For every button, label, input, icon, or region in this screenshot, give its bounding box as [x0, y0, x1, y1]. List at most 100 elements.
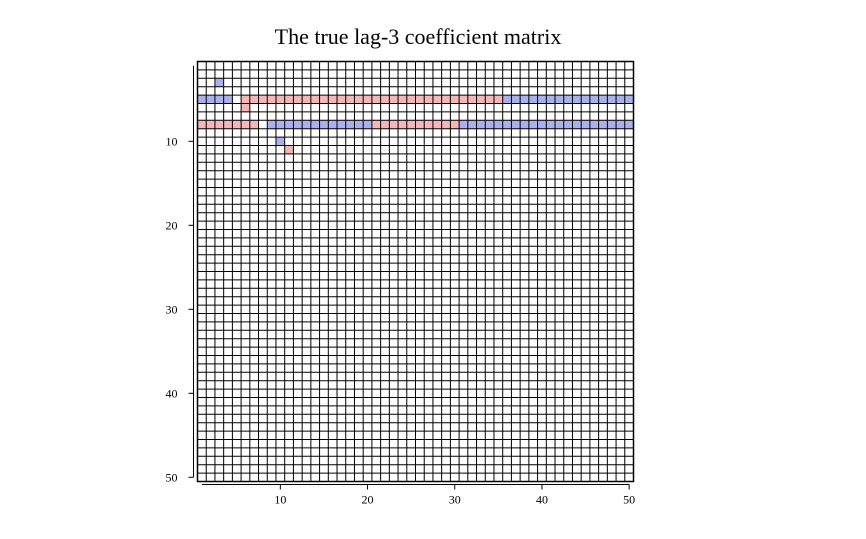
heatmap-cell [589, 95, 599, 104]
heatmap-cell [589, 120, 599, 129]
heatmap-cell [581, 120, 590, 129]
heatmap-cell [598, 120, 608, 129]
heatmap-cell [624, 120, 634, 129]
heatmap-cell [459, 120, 468, 129]
heatmap-cell [371, 120, 381, 129]
plot-frame [196, 60, 635, 483]
heatmap-grid [196, 60, 635, 483]
heatmap-cell [284, 145, 294, 154]
heatmap-cell [485, 95, 494, 104]
heatmap-cell [302, 120, 311, 129]
heatmap-cell [197, 120, 207, 129]
heatmap-cell [345, 120, 355, 129]
heatmap-cell [624, 95, 634, 104]
heatmap-cell [432, 120, 442, 129]
heatmap-cell [502, 95, 512, 104]
heatmap-cell [546, 120, 556, 129]
heatmap-cell [310, 120, 320, 129]
y-tick-label: 40 [166, 386, 178, 400]
heatmap-cell [546, 95, 556, 104]
heatmap-cell [371, 95, 381, 104]
heatmap-cell [476, 120, 486, 129]
heatmap-cell [302, 95, 311, 104]
heatmap-cell [223, 120, 233, 129]
y-tick-label: 50 [166, 470, 178, 484]
y-tick-label: 30 [166, 302, 178, 316]
x-tick-label: 10 [274, 493, 286, 507]
heatmap-cell [197, 95, 207, 104]
heatmap-cell [241, 120, 250, 129]
x-tick-label: 20 [362, 493, 374, 507]
heatmap-cell [310, 95, 320, 104]
heatmap-cell [555, 120, 564, 129]
heatmap-cell [249, 95, 259, 104]
heatmap-cell [537, 120, 547, 129]
heatmap-cell [616, 120, 625, 129]
heatmap-cell [354, 120, 364, 129]
heatmap-cell [511, 120, 521, 129]
heatmap-cell [528, 120, 538, 129]
heatmap-cell [476, 95, 486, 104]
heatmap-cell [528, 95, 538, 104]
heatmap-cell [354, 95, 364, 104]
heatmap-cell [267, 120, 276, 129]
heatmap-cell [450, 120, 460, 129]
heatmap-cells [197, 78, 634, 154]
heatmap-cell [380, 95, 390, 104]
heatmap-cell [206, 95, 215, 104]
heatmap-cell [441, 95, 451, 104]
heatmap-cell [424, 95, 433, 104]
heatmap-cell [415, 120, 425, 129]
heatmap-cell [328, 120, 338, 129]
heatmap-cell [502, 120, 512, 129]
heatmap-cell [214, 78, 224, 87]
heatmap-cell [406, 120, 416, 129]
heatmap-cell [441, 120, 451, 129]
heatmap-cell [275, 95, 285, 104]
heatmap-cell [398, 95, 407, 104]
y-tick-label: 10 [166, 134, 178, 148]
heatmap-cell [520, 95, 529, 104]
heatmap-cell [493, 95, 503, 104]
heatmap-cell [267, 95, 276, 104]
heatmap-cell [493, 120, 503, 129]
heatmap-cell [363, 95, 372, 104]
heatmap-cell [511, 95, 521, 104]
heatmap-cell [345, 95, 355, 104]
x-tick-label: 50 [623, 493, 635, 507]
heatmap-cell [214, 95, 224, 104]
heatmap-cell [258, 95, 268, 104]
heatmap-cell [284, 120, 294, 129]
heatmap-cell [389, 95, 399, 104]
heatmap-cell [459, 95, 468, 104]
heatmap-cell [424, 120, 433, 129]
heatmap-cell [249, 120, 259, 129]
heatmap-cell [223, 95, 233, 104]
heatmap-cell [467, 95, 477, 104]
heatmap-cell [319, 95, 329, 104]
heatmap-axes: 10 20 30 40 50 10 20 30 40 50 [166, 65, 635, 507]
heatmap-cell [398, 120, 407, 129]
heatmap-cell [293, 95, 303, 104]
heatmap-cell [275, 120, 285, 129]
heatmap-cell [563, 120, 573, 129]
heatmap-cell [293, 120, 303, 129]
heatmap-cell [485, 120, 494, 129]
heatmap-cell [467, 120, 477, 129]
heatmap-cell [232, 120, 242, 129]
heatmap-cell [616, 95, 625, 104]
heatmap-cell [319, 120, 329, 129]
heatmap-cell [563, 95, 573, 104]
heatmap-cell [450, 95, 460, 104]
heatmap-cell [432, 95, 442, 104]
heatmap-cell [555, 95, 564, 104]
heatmap-cell [406, 95, 416, 104]
heatmap-cell [284, 95, 294, 104]
x-tick-label: 30 [449, 493, 461, 507]
x-tick-label: 40 [536, 493, 548, 507]
y-tick-label: 20 [166, 218, 178, 232]
heatmap-cell [607, 120, 617, 129]
heatmap-cell [598, 95, 608, 104]
heatmap-cell [607, 95, 617, 104]
